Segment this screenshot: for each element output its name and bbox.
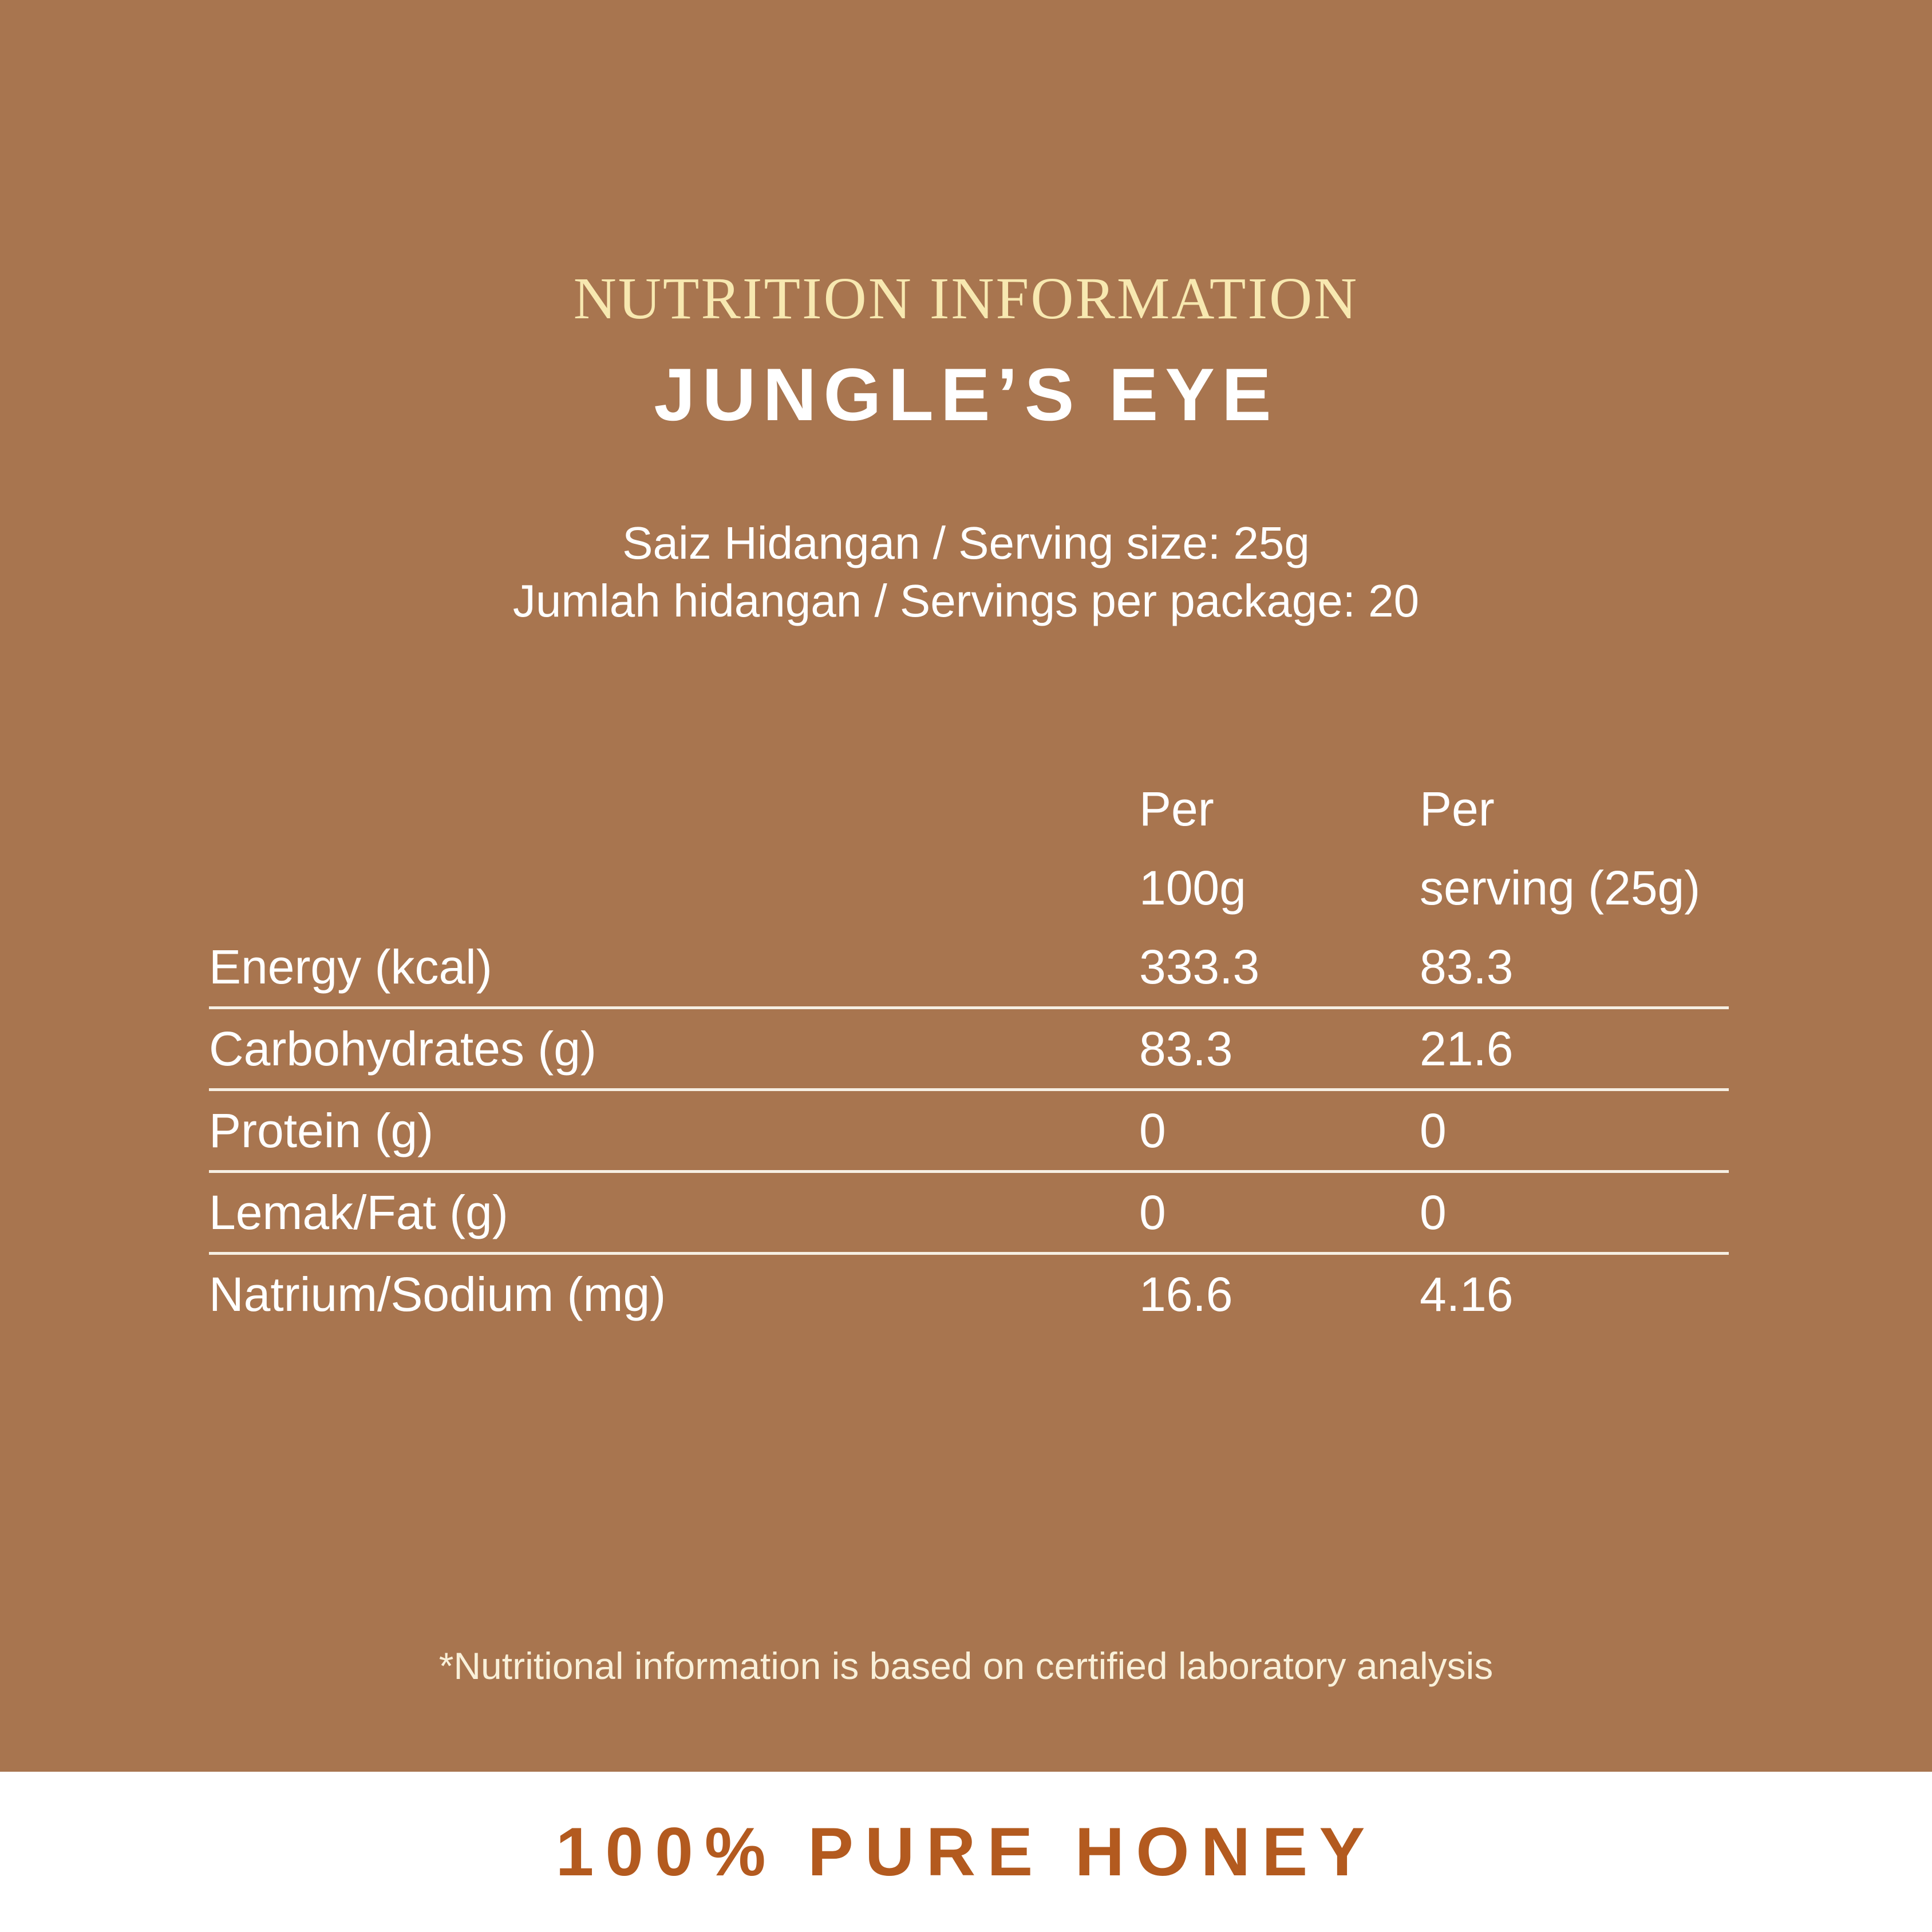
row-value-per-serving: 83.3 — [1420, 939, 1514, 994]
nutrition-table: Per Per 100g serving (25g) Energy (kcal)… — [209, 769, 1729, 1334]
serving-info: Saiz Hidangan / Serving size: 25g Jumlah… — [0, 514, 1932, 630]
brand-name: JUNGLE’S EYE — [654, 353, 1278, 436]
row-label: Protein (g) — [209, 1103, 434, 1157]
table-header-row-1: Per Per — [209, 769, 1729, 848]
row-value-per-100g: 16.6 — [1139, 1267, 1233, 1321]
table-header-row-2: 100g serving (25g) — [209, 848, 1729, 927]
col-header-per-100g-line2: 100g — [1139, 860, 1246, 915]
row-label: Carbohydrates (g) — [209, 1021, 596, 1076]
table-row-energy: Energy (kcal) 333.3 83.3 — [209, 927, 1729, 1009]
row-label: Lemak/Fat (g) — [209, 1185, 508, 1239]
servings-per-package-line: Jumlah hidangan / Servings per package: … — [512, 575, 1420, 626]
row-value-per-serving: 0 — [1420, 1103, 1447, 1157]
footer-banner: 100% PURE HONEY — [0, 1772, 1932, 1932]
row-value-per-serving: 0 — [1420, 1185, 1447, 1239]
row-label: Energy (kcal) — [209, 939, 492, 994]
col-header-per-100g-line1: Per — [1139, 781, 1214, 836]
row-value-per-100g: 333.3 — [1139, 939, 1260, 994]
row-label: Natrium/Sodium (mg) — [209, 1267, 666, 1321]
row-value-per-serving: 4.16 — [1420, 1267, 1514, 1321]
row-value-per-serving: 21.6 — [1420, 1021, 1514, 1076]
pure-honey-banner-text: 100% PURE HONEY — [555, 1814, 1377, 1890]
row-value-per-100g: 0 — [1139, 1185, 1166, 1239]
table-row-protein: Protein (g) 0 0 — [209, 1091, 1729, 1173]
table-row-carbohydrates: Carbohydrates (g) 83.3 21.6 — [209, 1009, 1729, 1091]
row-value-per-100g: 0 — [1139, 1103, 1166, 1157]
row-value-per-100g: 83.3 — [1139, 1021, 1233, 1076]
col-header-per-serving-line2: serving (25g) — [1420, 860, 1701, 915]
table-row-fat: Lemak/Fat (g) 0 0 — [209, 1173, 1729, 1255]
page-title: NUTRITION INFORMATION — [573, 266, 1359, 331]
lab-analysis-footnote: *Nutritional information is based on cer… — [438, 1645, 1494, 1687]
col-header-per-serving-line1: Per — [1420, 781, 1495, 836]
serving-size-line: Saiz Hidangan / Serving size: 25g — [622, 517, 1310, 568]
table-row-sodium: Natrium/Sodium (mg) 16.6 4.16 — [209, 1255, 1729, 1334]
